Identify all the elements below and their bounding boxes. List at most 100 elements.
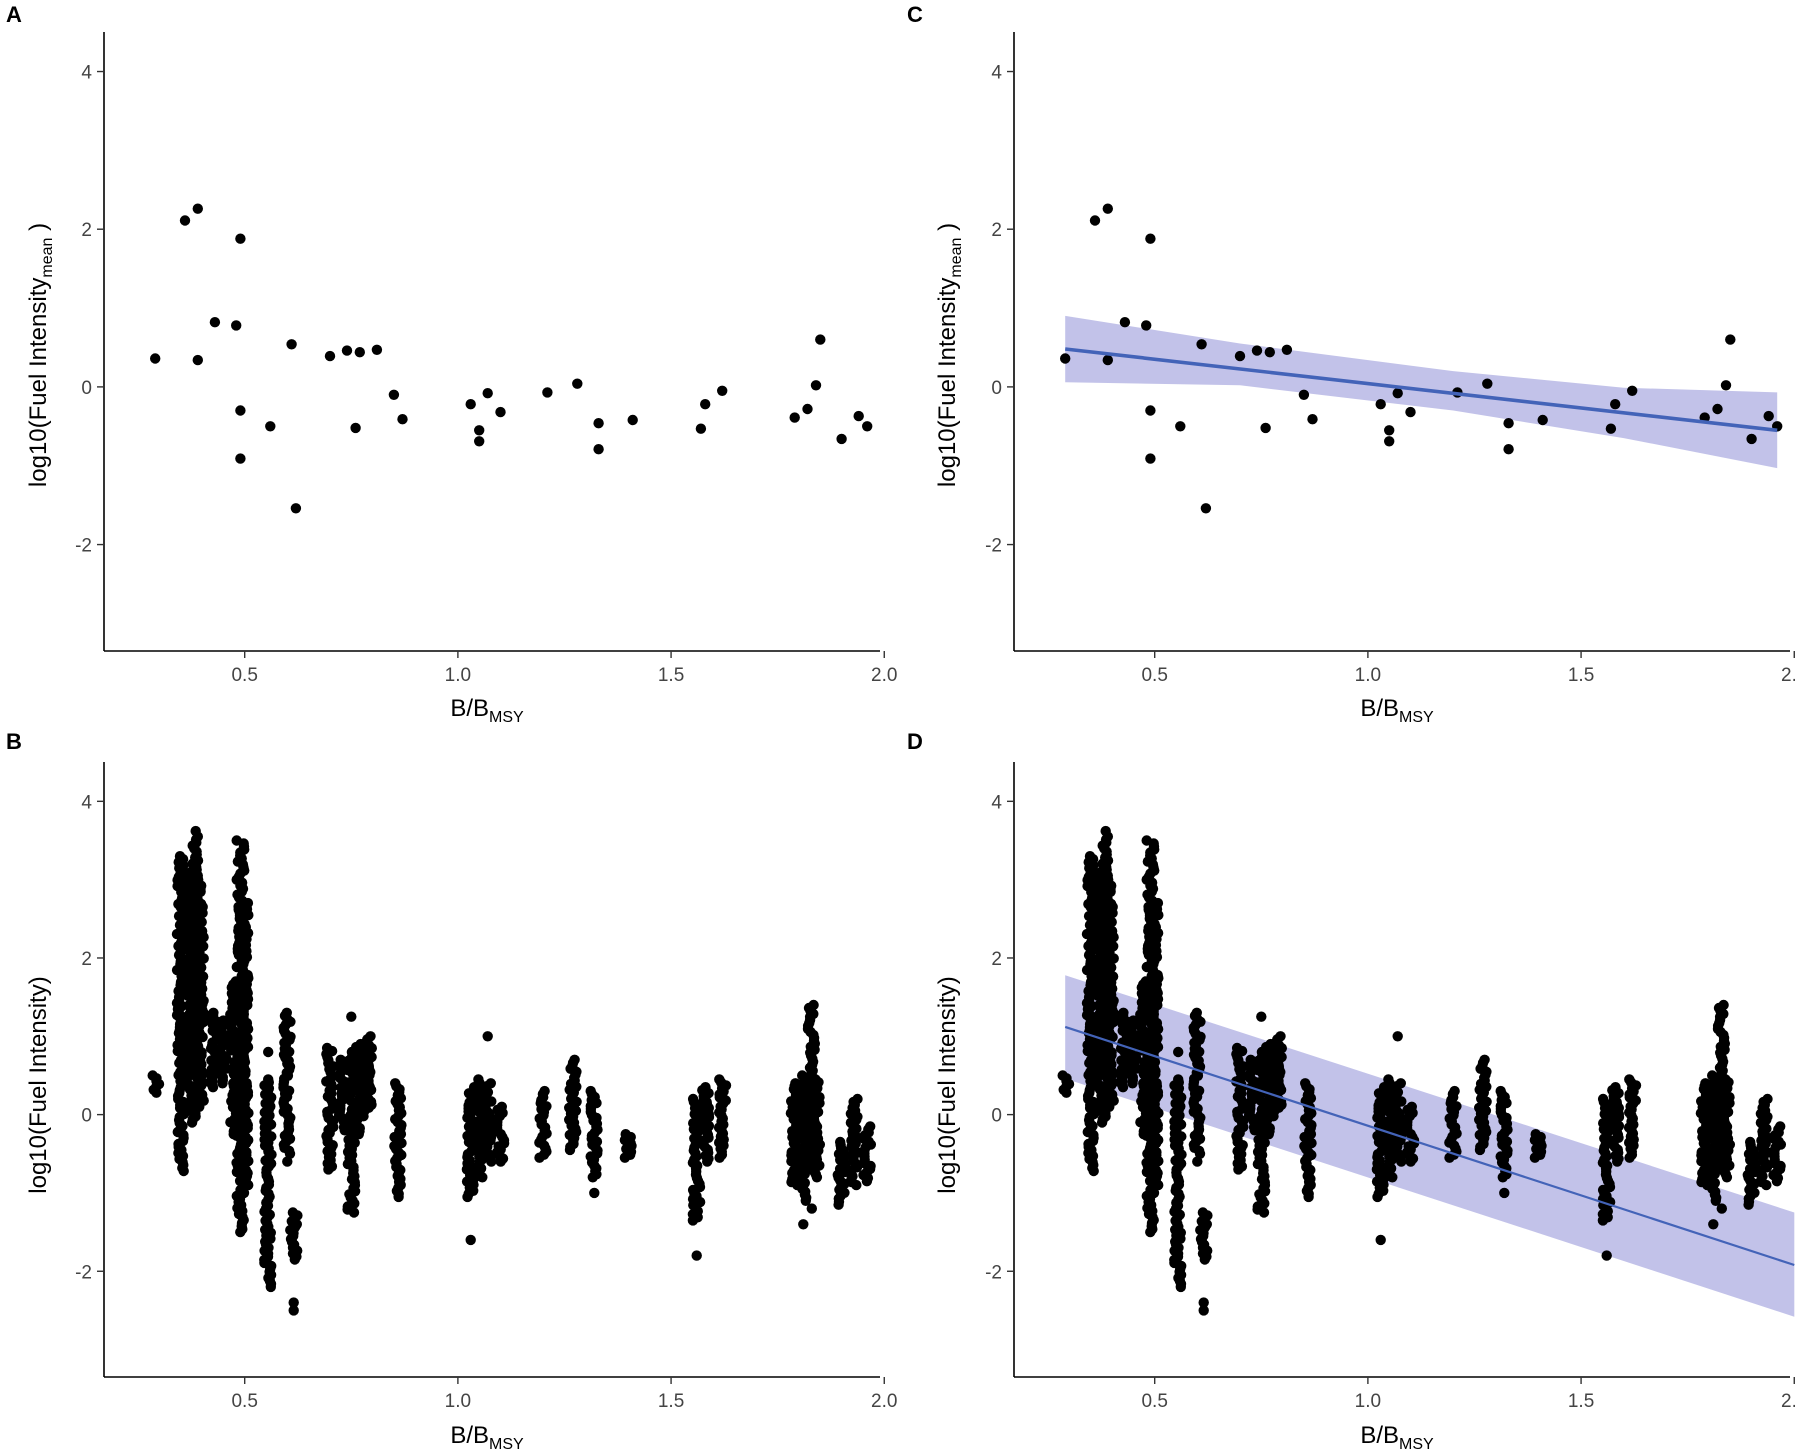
panel-a-x-tick-label: 0.5 bbox=[231, 665, 257, 686]
panel-b-point bbox=[865, 1121, 876, 1132]
panel-d-point bbox=[1601, 1250, 1612, 1261]
panel-a-point bbox=[192, 354, 203, 366]
panel-d-point-column bbox=[1269, 1031, 1288, 1116]
panel-d-point-column bbox=[1389, 1031, 1407, 1167]
panel-c-point bbox=[1060, 353, 1071, 364]
panel-d-point-column bbox=[1100, 874, 1119, 1113]
panel-d-point bbox=[1395, 1078, 1407, 1089]
panel-d-y-axis-title: log10(Fuel Intensity) bbox=[934, 976, 961, 1193]
panel-b-point-column bbox=[235, 897, 254, 1191]
panel-c-point bbox=[1145, 405, 1156, 416]
panel-a-point bbox=[150, 353, 161, 364]
panel-d-point bbox=[1198, 1305, 1209, 1316]
panel-a-point bbox=[235, 233, 246, 244]
panel-a-y-tick-label: 0 bbox=[81, 378, 92, 399]
panel-d-point-column bbox=[1717, 1074, 1736, 1183]
panel-a-point bbox=[179, 215, 191, 226]
panel-c-point bbox=[1720, 380, 1732, 391]
panel-b-y-tick-label: 2 bbox=[81, 949, 92, 970]
panel-d-plot bbox=[1057, 825, 1795, 1317]
panel-b-point bbox=[700, 1082, 711, 1093]
panel-b-point bbox=[797, 1070, 808, 1081]
panel-b-point bbox=[263, 1074, 274, 1085]
panel-d-x-tick-label: 2.0 bbox=[1781, 1391, 1795, 1412]
panel-c: C -2 0 2 4 0.5 1.0 1.5 2.0 B/BMSY log10(Fuel In… bbox=[907, 2, 1795, 726]
panel-a-point bbox=[209, 317, 221, 328]
panel-d-axes: -2 0 2 4 0.5 1.0 1.5 2.0 bbox=[985, 762, 1795, 1412]
panel-d-point bbox=[1392, 1031, 1403, 1042]
panel-b-point bbox=[465, 1234, 476, 1246]
panel-d-point-column bbox=[1742, 1136, 1761, 1210]
panel-b-point bbox=[282, 1156, 293, 1167]
panel-d-point bbox=[1256, 1011, 1267, 1022]
panel-b-point-column bbox=[259, 1046, 277, 1293]
panel-d-point bbox=[1624, 1074, 1635, 1085]
panel-b-point bbox=[346, 1011, 357, 1022]
panel-c-x-tick-label: 0.5 bbox=[1141, 665, 1167, 686]
panel-c-point bbox=[1175, 421, 1186, 432]
panel-b-point bbox=[390, 1078, 401, 1089]
panel-c-y-tick-label: 4 bbox=[991, 63, 1002, 84]
panel-d-point bbox=[1300, 1078, 1311, 1089]
panel-c-point bbox=[1537, 414, 1548, 426]
panel-d-y-tick-label: -2 bbox=[985, 1262, 1002, 1283]
panel-b-point bbox=[808, 999, 819, 1011]
panel-a-point bbox=[700, 399, 711, 410]
panel-d-point bbox=[1449, 1085, 1460, 1097]
panel-d-point bbox=[1141, 835, 1152, 846]
panel-c-point bbox=[1119, 317, 1131, 328]
panel-d-point bbox=[1152, 897, 1164, 909]
panel-d-point bbox=[1720, 1074, 1731, 1085]
panel-c-x-tick-label: 2.0 bbox=[1781, 665, 1795, 686]
panel-d-x-axis-title: B/BMSY bbox=[1360, 1422, 1434, 1452]
panel-b-point bbox=[288, 1297, 299, 1308]
panel-d-x-tick-label: 1.0 bbox=[1355, 1391, 1381, 1412]
panel-d-point-column bbox=[1529, 1129, 1547, 1163]
panel-d-point-column bbox=[1145, 897, 1164, 1191]
panel-b-point bbox=[798, 1219, 809, 1230]
panel-b-point-column bbox=[285, 1207, 303, 1316]
panel-c-plot bbox=[1060, 203, 1783, 514]
panel-d-point-column bbox=[1169, 1046, 1187, 1293]
panel-b-point-column bbox=[351, 1038, 369, 1140]
panel-d-point bbox=[1718, 999, 1729, 1011]
panel-c-confidence-band bbox=[1065, 315, 1778, 469]
panel-d-point bbox=[1707, 1070, 1718, 1081]
panel-b-point-column bbox=[585, 1085, 603, 1199]
panel-c-point bbox=[1627, 385, 1638, 396]
panel-d-point bbox=[1383, 1074, 1394, 1085]
panel-c-point bbox=[1089, 215, 1101, 226]
panel-c-y-axis-title: log10(Fuel Intensitymean ) bbox=[934, 223, 965, 487]
panel-b-point bbox=[281, 1007, 292, 1018]
panel-b-point bbox=[485, 1078, 496, 1089]
panel-b-point bbox=[620, 1129, 631, 1140]
panel-d-point-column bbox=[1231, 1042, 1249, 1175]
panel-a-y-tick-label: -2 bbox=[75, 536, 92, 557]
panel-c-point bbox=[1405, 406, 1416, 418]
panel-b-point bbox=[218, 1015, 229, 1026]
panel-a-point bbox=[350, 422, 361, 434]
panel-b-point bbox=[585, 1085, 596, 1097]
panel-d-point bbox=[1610, 1082, 1621, 1093]
panel-b-point bbox=[714, 1074, 725, 1085]
panel-a-point bbox=[495, 406, 506, 418]
panel-a-point bbox=[474, 425, 485, 436]
panel-d-x-tick-label: 1.5 bbox=[1568, 1391, 1594, 1412]
panel-a-point bbox=[836, 433, 847, 445]
panel-b-plot bbox=[147, 825, 876, 1316]
panel-a-point bbox=[853, 410, 864, 422]
panel-d-point bbox=[1375, 1234, 1386, 1246]
panel-b-point bbox=[691, 1250, 702, 1261]
panel-d-point-column bbox=[1755, 1093, 1773, 1191]
panel-b-point bbox=[365, 1031, 376, 1042]
panel-c-point bbox=[1610, 399, 1621, 410]
panel-a-point bbox=[290, 503, 302, 514]
panel-b-axes: -2 0 2 4 0.5 1.0 1.5 2.0 bbox=[75, 762, 897, 1412]
panel-c-point bbox=[1141, 320, 1152, 331]
panel-d-point bbox=[1530, 1129, 1541, 1140]
panel-a-point bbox=[474, 436, 485, 447]
panel-c-x-tick-label: 1.5 bbox=[1568, 665, 1594, 686]
panel-d-point-column bbox=[1195, 1207, 1213, 1316]
panel-c-point bbox=[1102, 354, 1114, 366]
panel-a-point bbox=[542, 387, 553, 398]
